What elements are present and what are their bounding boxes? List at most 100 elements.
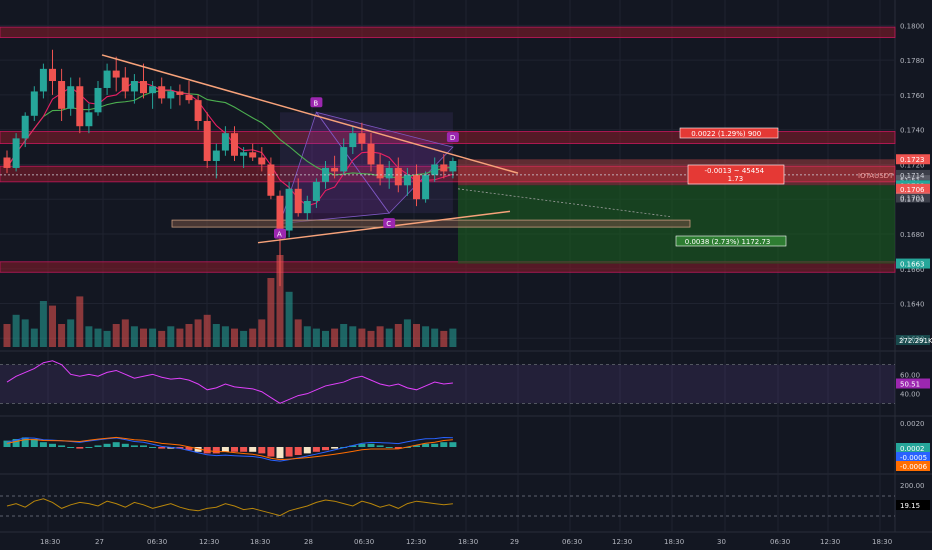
price-tick-label: 0.1780 [900, 57, 925, 65]
macd-histogram-bar [285, 447, 293, 457]
macd-histogram-bar [331, 447, 339, 449]
price-tick-label: 0.1800 [900, 22, 925, 30]
candle-body [85, 112, 93, 127]
candle-body [422, 174, 430, 200]
candle-body [249, 152, 257, 158]
macd-histogram-bar [322, 447, 329, 451]
risk-label-box [687, 164, 785, 185]
candle-body [267, 164, 275, 196]
macd-histogram-bar [112, 442, 120, 447]
time-tick-label: 18:30 [458, 538, 478, 546]
time-tick-label: 30 [717, 538, 726, 546]
volume-bar [176, 328, 184, 347]
rsi-line [6, 360, 453, 404]
volume-bar [158, 330, 166, 347]
macd-histogram-bar [249, 447, 257, 452]
macd-histogram-bar [85, 447, 93, 448]
volume-bar [413, 324, 420, 347]
pattern-point-badge [310, 97, 323, 108]
signal-line [6, 436, 453, 461]
stop-label-box [679, 127, 779, 139]
pattern-point-badge [383, 218, 396, 229]
volume-tag-box [896, 335, 930, 345]
candle-body [367, 143, 375, 165]
volume-bar [3, 324, 11, 347]
macd-histogram-bar [422, 443, 430, 447]
volume-bar [212, 324, 220, 347]
candle-body [413, 174, 420, 200]
stop-zone [458, 159, 895, 186]
macd-histogram-bar [267, 447, 275, 457]
candle-body [39, 68, 47, 92]
candle-body [431, 164, 439, 175]
candle-body [403, 174, 411, 186]
macd-histogram-bar [349, 445, 357, 447]
volume-bar [167, 326, 175, 347]
volume-bar [21, 319, 29, 347]
volume-bar [221, 326, 229, 347]
price-tag-text: 0.1663 [900, 261, 925, 269]
cci-tag-box [896, 500, 930, 510]
volume-bar [149, 328, 157, 347]
macd-histogram-bar [376, 445, 384, 447]
macd-histogram-bar [103, 443, 111, 447]
volume-bar [376, 326, 384, 347]
volume-bar [422, 326, 430, 347]
candle-body [376, 164, 384, 179]
volume-bar [331, 328, 339, 347]
candle-body [385, 167, 393, 179]
time-tick-label: 18:30 [40, 538, 60, 546]
macd-histogram-bar [194, 447, 202, 452]
pattern-point-label: B [313, 99, 318, 107]
price-tick-label: 0.1720 [900, 161, 925, 169]
resistance-zone [0, 165, 896, 183]
candle-body [212, 150, 220, 161]
cci-tick-label: 200.00 [900, 482, 925, 490]
time-tick-label: 12:30 [199, 538, 219, 546]
macd-histogram-bar [3, 440, 11, 447]
macd-histogram-bar [49, 443, 56, 447]
candle-body [149, 86, 157, 94]
macd-histogram-bar [440, 442, 448, 447]
volume-bar [67, 319, 75, 347]
volume-bar [121, 319, 129, 347]
candle-body [258, 157, 266, 165]
candle-body [30, 91, 38, 116]
volume-bar [349, 326, 357, 347]
volume-bar [303, 326, 311, 347]
price-tag-text: 0.1714 [900, 172, 925, 180]
candle-body [167, 91, 175, 99]
macd-histogram-bar [431, 443, 439, 447]
volume-bar [431, 328, 439, 347]
time-tick-label: 12:30 [612, 538, 632, 546]
candle-body [240, 152, 248, 156]
macd-histogram-bar [140, 445, 147, 447]
volume-bar [112, 324, 120, 347]
volume-bar [385, 328, 393, 347]
time-tick-label: 06:30 [147, 538, 167, 546]
macd-histogram-bar [39, 442, 47, 447]
candle-body [67, 86, 75, 109]
macd-tag-text: -0.0006 [900, 463, 928, 471]
macd-tag-text: -0.0005 [900, 454, 927, 462]
rsi-tick-label: 60.00 [900, 371, 920, 379]
macd-histogram-bar [21, 437, 29, 447]
time-tick-label: 12:30 [406, 538, 426, 546]
macd-histogram-bar [312, 447, 320, 452]
candle-body [276, 195, 284, 231]
macd-histogram-bar [121, 443, 129, 447]
volume-bar [58, 324, 66, 347]
target-label-text: 0.0038 (2.73%) 1172.73 [685, 238, 771, 246]
macd-histogram-bar [212, 447, 220, 454]
candle-body [140, 81, 147, 94]
candle-body [449, 160, 457, 172]
volume-bar [322, 330, 329, 347]
candle-body [121, 77, 129, 92]
volume-bar [240, 330, 248, 347]
pattern-point-badge [274, 228, 286, 239]
price-tag-box [896, 169, 930, 180]
candle-body [349, 133, 357, 148]
candle-body [94, 87, 102, 113]
resistance-zone [0, 261, 896, 273]
